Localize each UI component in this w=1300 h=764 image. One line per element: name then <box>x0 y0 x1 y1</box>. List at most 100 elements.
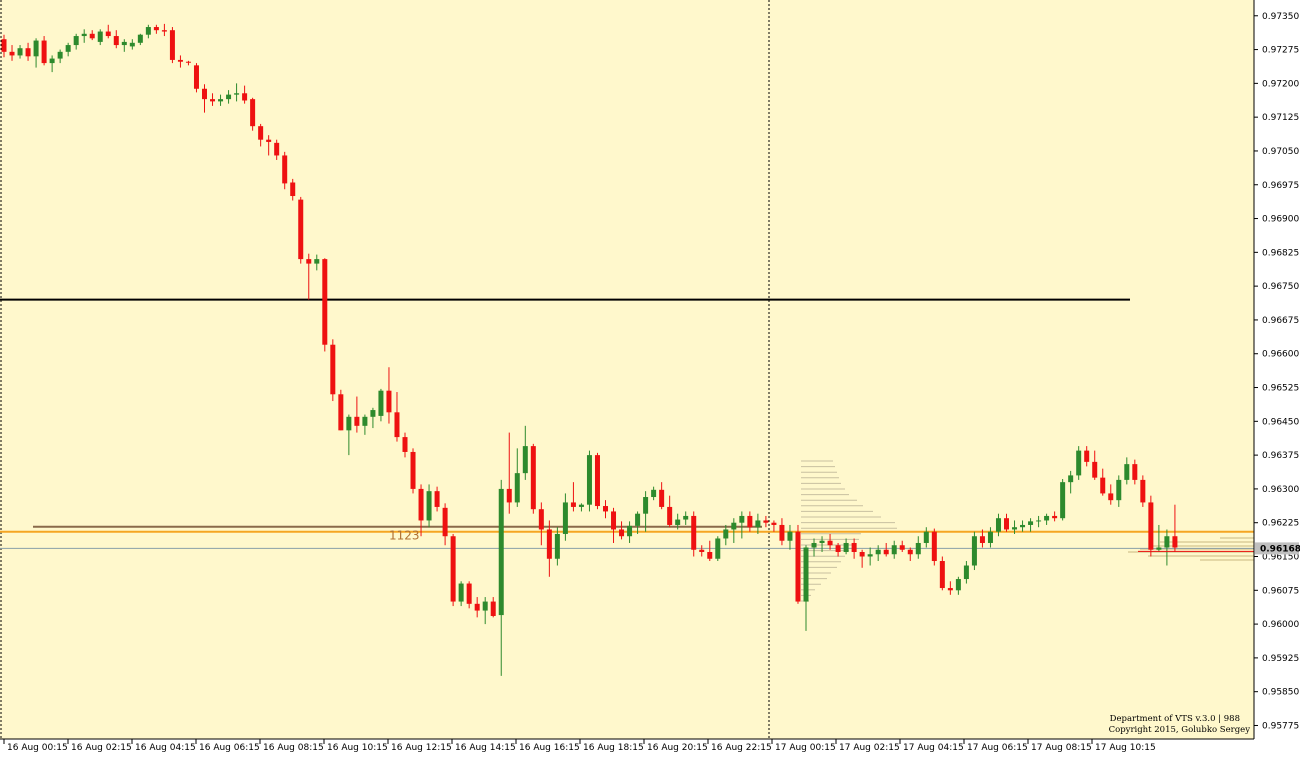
candle-body <box>73 36 79 46</box>
candle-body <box>771 522 777 525</box>
price-tick-label-13: 0.96375 <box>1262 451 1299 461</box>
candle-body <box>121 41 127 46</box>
candle-body <box>402 437 408 452</box>
candle-body <box>394 412 400 438</box>
price-tick-label-10: 0.96600 <box>1262 350 1299 360</box>
candle-body <box>442 507 448 537</box>
candle-body <box>570 502 576 507</box>
candle-body <box>202 88 207 100</box>
candle-body <box>1172 536 1178 548</box>
price-tick-label-1: 0.97275 <box>1262 46 1299 56</box>
candle-body <box>522 446 528 474</box>
candle-body <box>177 59 183 62</box>
candle-body <box>17 48 23 56</box>
candle-body <box>33 40 39 57</box>
time-tick-label-10: 16 Aug 20:15 <box>647 743 708 753</box>
candle-body <box>835 545 841 552</box>
candle-body <box>418 488 424 521</box>
candle-body <box>859 551 865 557</box>
time-tick-label-9: 16 Aug 18:15 <box>583 743 644 753</box>
candle-body <box>787 531 793 541</box>
candle-body <box>611 511 617 530</box>
candle-body <box>675 519 681 525</box>
candle-body <box>907 549 913 555</box>
candle-body <box>635 513 641 526</box>
candle-body <box>1004 518 1009 530</box>
time-tick-label-16: 17 Aug 08:15 <box>1031 743 1092 753</box>
candle-body <box>779 524 785 541</box>
time-tick-label-17: 17 Aug 10:15 <box>1095 743 1156 753</box>
candle-body <box>811 542 817 548</box>
candle-body <box>322 259 328 345</box>
candle-body <box>803 547 809 602</box>
time-tick-label-1: 16 Aug 02:15 <box>71 743 132 753</box>
candle-body <box>819 540 825 543</box>
candle-body <box>875 549 881 555</box>
candle-body <box>1116 479 1122 501</box>
candle-body <box>578 504 584 507</box>
candle-body <box>939 561 945 589</box>
candle-body <box>474 603 480 611</box>
candle-body <box>1124 464 1130 480</box>
candle-body <box>378 390 384 416</box>
candle-body <box>747 515 753 528</box>
candle-body <box>346 416 352 431</box>
candle-body <box>145 27 151 35</box>
candle-body <box>955 579 961 591</box>
price-tick-label-11: 0.96525 <box>1262 384 1299 394</box>
candle-body <box>330 344 336 395</box>
time-tick-label-4: 16 Aug 08:15 <box>263 743 324 753</box>
candle-body <box>1052 515 1058 519</box>
candle-body <box>1044 515 1050 521</box>
time-tick-label-0: 16 Aug 00:15 <box>7 743 68 753</box>
candle-body <box>1156 547 1162 550</box>
candle-body <box>234 93 240 95</box>
candle-body <box>731 522 737 530</box>
price-tick-label-15: 0.96225 <box>1262 519 1299 529</box>
candle-body <box>498 488 504 616</box>
candle-body <box>603 506 608 512</box>
candle-body <box>987 531 993 543</box>
time-tick-label-15: 17 Aug 06:15 <box>967 743 1028 753</box>
candle-body <box>643 497 649 514</box>
candles <box>1 23 1178 676</box>
candle-body <box>338 394 344 431</box>
candle-body <box>410 451 416 489</box>
candle-body <box>466 583 472 604</box>
candle-body <box>963 565 969 580</box>
candle-body <box>250 99 256 127</box>
candle-body <box>1012 527 1018 530</box>
candle-body <box>827 540 833 546</box>
time-axis: 16 Aug 00:15 16 Aug 02:15 16 Aug 04:15 16 A… <box>3 739 1156 753</box>
chart-background <box>0 0 1254 739</box>
candle-body <box>739 515 745 523</box>
candle-body <box>1076 450 1082 476</box>
candle-body <box>755 520 761 528</box>
current-price-label: 0.96168 <box>1260 544 1300 554</box>
candle-body <box>546 529 552 559</box>
candle-body <box>354 416 360 426</box>
time-tick-label-12: 17 Aug 00:15 <box>775 743 836 753</box>
credit-line-1: Department of VTS v.3.0 | 988 <box>1110 714 1240 724</box>
candle-body <box>1148 502 1154 550</box>
price-tick-label-3: 0.97125 <box>1262 113 1299 123</box>
candle-body <box>314 259 320 264</box>
time-tick-label-11: 16 Aug 22:15 <box>711 743 772 753</box>
time-tick-label-2: 16 Aug 04:15 <box>135 743 196 753</box>
candle-body <box>891 545 897 555</box>
credit-line-2: Copyright 2015, Golubko Sergey <box>1109 725 1251 735</box>
candle-body <box>434 491 440 507</box>
price-axis: 0.97350 0.97275 0.97200 0.97125 0.97050 0.969… <box>1254 12 1299 731</box>
candle-body <box>169 30 175 60</box>
price-tick-label-19: 0.95925 <box>1262 654 1299 664</box>
level-label: 1123 <box>389 529 420 543</box>
price-tick-label-21: 0.95775 <box>1262 721 1299 731</box>
candle-body <box>210 99 216 102</box>
candle-body <box>137 34 143 43</box>
candle-body <box>883 549 889 555</box>
price-tick-label-16: 0.96150 <box>1262 553 1299 563</box>
candle-body <box>1092 461 1098 478</box>
candle-body <box>81 33 87 37</box>
